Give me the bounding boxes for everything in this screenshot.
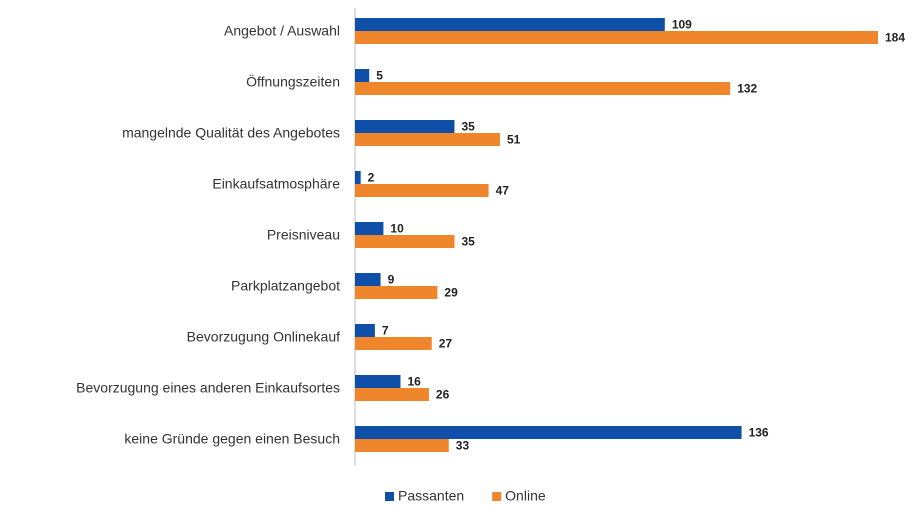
category-label: Parkplatzangebot [231, 278, 340, 294]
bar [355, 388, 429, 401]
bar [355, 222, 384, 235]
bar [355, 439, 449, 452]
value-label: 16 [407, 375, 421, 389]
bar [355, 18, 665, 31]
category-label: Einkaufsatmosphäre [212, 176, 340, 192]
value-label: 9 [388, 273, 395, 287]
legend-swatch [492, 492, 502, 501]
bar [355, 120, 455, 133]
bar [355, 426, 742, 439]
bar [355, 69, 370, 82]
legend-label: Passanten [398, 488, 464, 504]
category-label: mangelnde Qualität des Angebotes [122, 125, 340, 141]
category-label: keine Gründe gegen einen Besuch [124, 431, 340, 447]
value-label: 132 [737, 82, 757, 96]
value-label: 29 [444, 286, 458, 300]
bar [355, 337, 432, 350]
bar [355, 171, 361, 184]
category-label: Preisniveau [267, 227, 340, 243]
category-label: Angebot / Auswahl [224, 23, 340, 39]
bar [355, 286, 438, 299]
category-label: Bevorzugung eines anderen Einkaufsortes [76, 380, 340, 396]
value-label: 35 [461, 120, 475, 134]
bar [355, 235, 455, 248]
value-label: 27 [439, 337, 453, 351]
legend-label: Online [505, 488, 546, 504]
bar [355, 133, 500, 146]
value-label: 47 [496, 184, 510, 198]
category-label: Bevorzugung Onlinekauf [187, 329, 340, 345]
value-label: 2 [368, 171, 375, 185]
value-label: 7 [382, 324, 389, 338]
value-label: 26 [436, 388, 450, 402]
bar [355, 82, 731, 95]
value-label: 109 [672, 18, 692, 32]
bar [355, 273, 381, 286]
value-label: 35 [461, 235, 475, 249]
value-label: 136 [749, 426, 769, 440]
value-label: 51 [507, 133, 521, 147]
value-label: 10 [390, 222, 404, 236]
bar [355, 31, 878, 44]
bar [355, 184, 489, 197]
legend-swatch [385, 492, 394, 501]
value-label: 184 [885, 31, 905, 45]
value-label: 33 [456, 439, 470, 453]
bar [355, 324, 375, 337]
bar [355, 375, 401, 388]
value-label: 5 [376, 69, 383, 83]
category-label: Öffnungszeiten [246, 73, 340, 90]
